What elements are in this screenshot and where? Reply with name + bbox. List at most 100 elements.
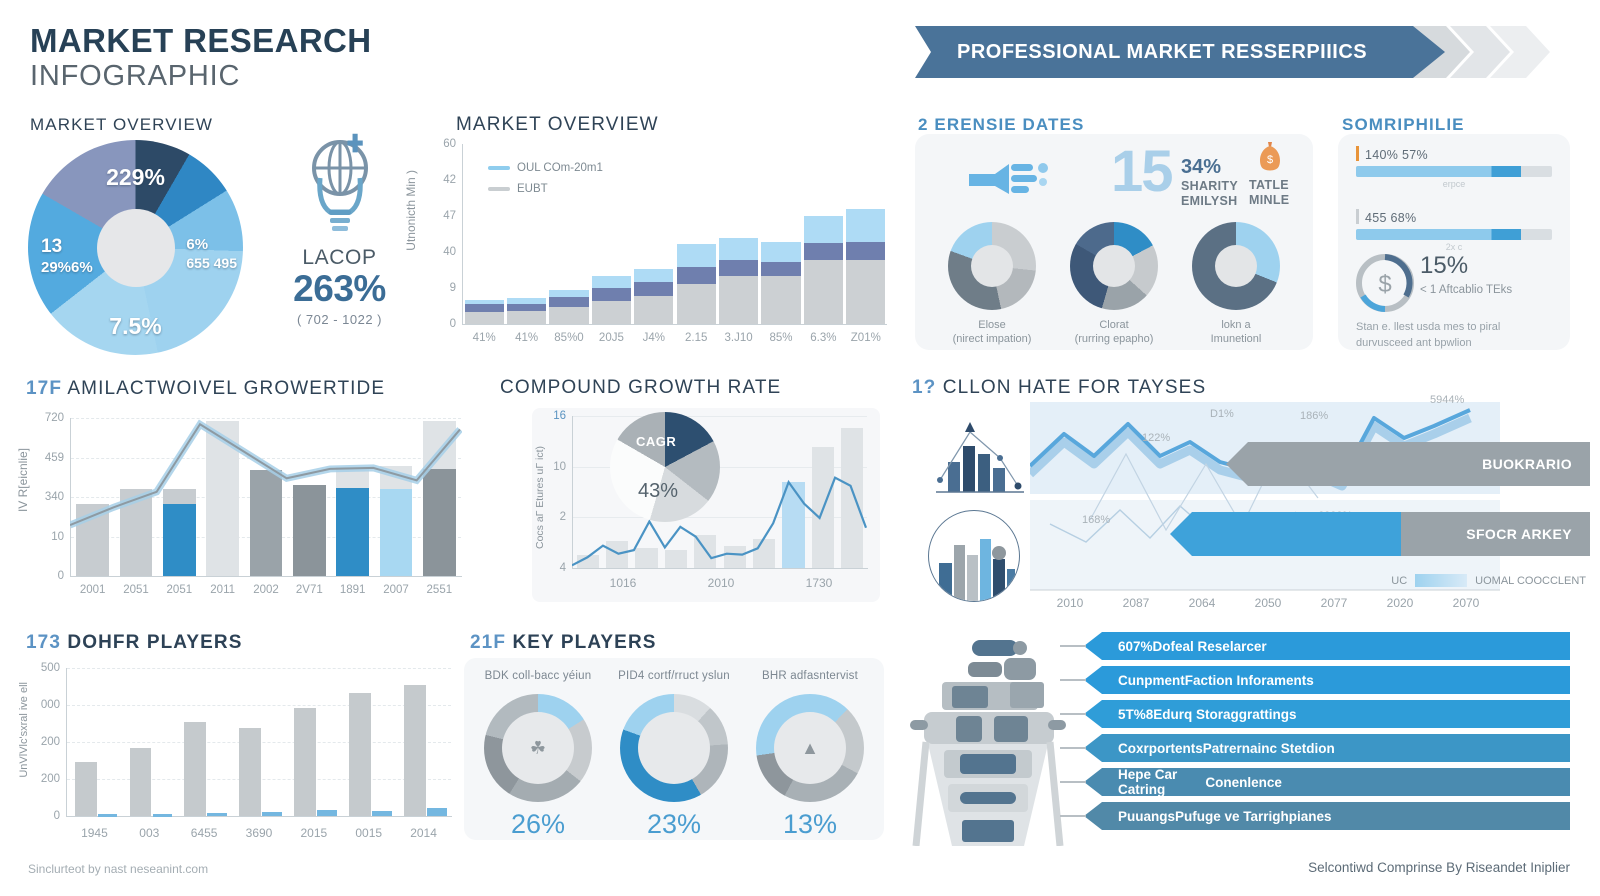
mo2-column <box>464 144 504 324</box>
cagr-pie-value: 43% <box>638 480 679 502</box>
section-title-key-players: 21F KEY PLAYERS <box>470 632 657 654</box>
ag-x-tick: 2007 <box>383 584 409 596</box>
clon-annotation: D1% <box>1210 408 1234 420</box>
section-title-dohfr-players: 173 DOHFR PLAYERS <box>26 632 243 654</box>
dp-bar-secondary <box>207 812 228 816</box>
section-title-annual-growth: 17F AMILACTWOIVEL GROWERTIDE <box>26 378 385 400</box>
mo2-segment <box>634 296 674 324</box>
cg-y-tick: 16 <box>553 410 566 422</box>
list-item-shape <box>1084 734 1570 762</box>
bottom-right-list: 607% Dofeal Reselarcer Cunpment Faction Inf… <box>1060 632 1570 842</box>
somriphilie-stat-sub: < 1 Aftcablio TEks <box>1420 284 1513 296</box>
list-item: Coxrportents Patrernainc Stetdion <box>1060 734 1570 762</box>
list-item-connector <box>1060 713 1086 715</box>
svg-text:$: $ <box>1378 271 1391 298</box>
mo2-segment <box>549 306 589 324</box>
bar-sub-label: 2x c <box>1445 242 1463 252</box>
legend-label-1: EUBT <box>517 183 548 195</box>
mo2-segment <box>506 311 547 324</box>
dollar-gauge-icon: $ <box>1354 252 1416 314</box>
dp-bar-primary <box>348 693 371 816</box>
mo2-y-axis-line <box>462 144 463 324</box>
somriphilie-card: 140% 57% erpce 455 68% 2x c $ 15% < 1 Aftca… <box>1338 134 1570 350</box>
ag-gridline <box>71 418 461 419</box>
dp-bar-secondary <box>97 814 118 818</box>
mo2-x-tick: 41% <box>515 332 539 344</box>
dp-x-tick: 1945 <box>81 826 108 840</box>
mo2-column <box>591 144 632 324</box>
list-item-left-label: 5T%8 <box>1118 706 1154 722</box>
dp-x-tick: 2014 <box>410 826 437 840</box>
ag-x-tick: 2011 <box>210 584 236 596</box>
donut-label-top: 229% <box>106 164 165 190</box>
cg-y-tick: 2 <box>559 511 566 524</box>
money-label-line2: MINLE <box>1249 192 1290 207</box>
mo2-y-tick: 40 <box>443 246 456 258</box>
mo2-segment <box>591 301 632 324</box>
arrow-sfocr-arkey: SFOCR ARKEY <box>1170 512 1590 556</box>
bar-track <box>1356 166 1552 177</box>
lacop-range: ( 702 - 1022 ) <box>296 311 383 327</box>
section-title-somriphilie: SOMRIPHILIE <box>1342 115 1465 134</box>
ag-y-tick: 340 <box>44 491 64 503</box>
compound-growth-chart: Cocs aГ Etures uГ ict) 16 10 2 4 CAGR 43% 1… <box>532 408 880 602</box>
list-item-right-label: Pufuge ve Tarrighpianes <box>1175 808 1332 824</box>
mo2-legend-item-1: EUBT <box>488 183 603 195</box>
ag-x-tick: 2002 <box>253 584 279 596</box>
clon-x-tick: 2020 <box>1386 596 1414 610</box>
dp-y-tick: 200 <box>40 736 60 748</box>
clon-x-tick: 2087 <box>1122 596 1150 610</box>
clon-x-tick: 2050 <box>1254 596 1282 610</box>
lacop-stat-block: LACOP 263% ( 702 - 1022 ) <box>262 132 417 327</box>
list-item-shape <box>1084 666 1570 694</box>
dp-x-tick: 0015 <box>355 826 383 840</box>
ag-bar <box>249 469 283 576</box>
key-players-card: BDK coll-bacc yéiun ☘ 26% PID4 cortf/rruct … <box>464 658 884 840</box>
mo2-x-tick: 3.J10 <box>724 332 753 344</box>
key-player-value: 26% <box>510 809 566 839</box>
ag-x-tick: 2551 <box>426 584 453 596</box>
ag-gridline <box>71 457 461 459</box>
mo2-segment <box>676 266 716 284</box>
mo2-segment <box>761 241 801 262</box>
dp-bar-secondary <box>152 814 173 817</box>
mini-donut-caption-line1: Elose <box>978 319 1006 331</box>
donut-label-left-sub: 29%6% <box>41 259 93 276</box>
donut-label-left: 13 29%6% <box>41 236 93 276</box>
mo2-column <box>761 144 801 324</box>
mo2-y-tick: 47 <box>443 210 456 222</box>
dp-bar-primary <box>184 722 207 816</box>
mo2-segment <box>718 237 759 261</box>
list-item-shape <box>1084 700 1570 728</box>
ag-bar <box>162 504 196 576</box>
mo2-segment <box>506 298 547 304</box>
lightbulb-globe-icon <box>296 132 384 242</box>
arrow-buokrario: BUOKRARIO <box>1226 442 1590 486</box>
clon-x-tick: 2010 <box>1056 596 1084 610</box>
mo2-y-tick: 0 <box>449 318 456 330</box>
bar-label: 455 68% <box>1365 211 1417 225</box>
mini-donut-0 <box>948 222 1036 310</box>
ag-y-tick: 10 <box>51 530 64 543</box>
ag-trend-line <box>70 419 462 529</box>
section-prefix-dohfr: 173 <box>26 632 62 653</box>
mo2-column <box>634 144 674 324</box>
cg-bar <box>841 427 864 568</box>
footer-left: Sinclurteot by nast neseanint.com <box>28 862 209 876</box>
somriphilie-stat-block: $ 15% < 1 Aftcablio TEks <box>1354 252 1512 314</box>
section-title-compound-growth: COMPOUND GROWTH RATE <box>500 377 782 398</box>
mo2-segment <box>761 276 801 324</box>
dp-x-axis-line <box>66 816 452 817</box>
ag-x-axis-line <box>70 576 462 577</box>
key-player-gauge-inner <box>638 712 710 784</box>
list-item: 5T%8 Edurq Storaggrattings <box>1060 700 1570 728</box>
mo2-x-tick: J4% <box>642 332 665 344</box>
clon-annotation: 168% <box>1082 514 1111 526</box>
section-label-dohfr: DOHFR PLAYERS <box>67 632 243 653</box>
cg-x-tick: 2010 <box>707 576 735 590</box>
legend-label-0: OUL COm-20m1 <box>517 162 603 174</box>
cg-gridline <box>573 416 867 417</box>
mini-donut-caption-line2: (nirect impation) <box>952 333 1032 346</box>
cg-y-axis-line <box>572 416 573 568</box>
